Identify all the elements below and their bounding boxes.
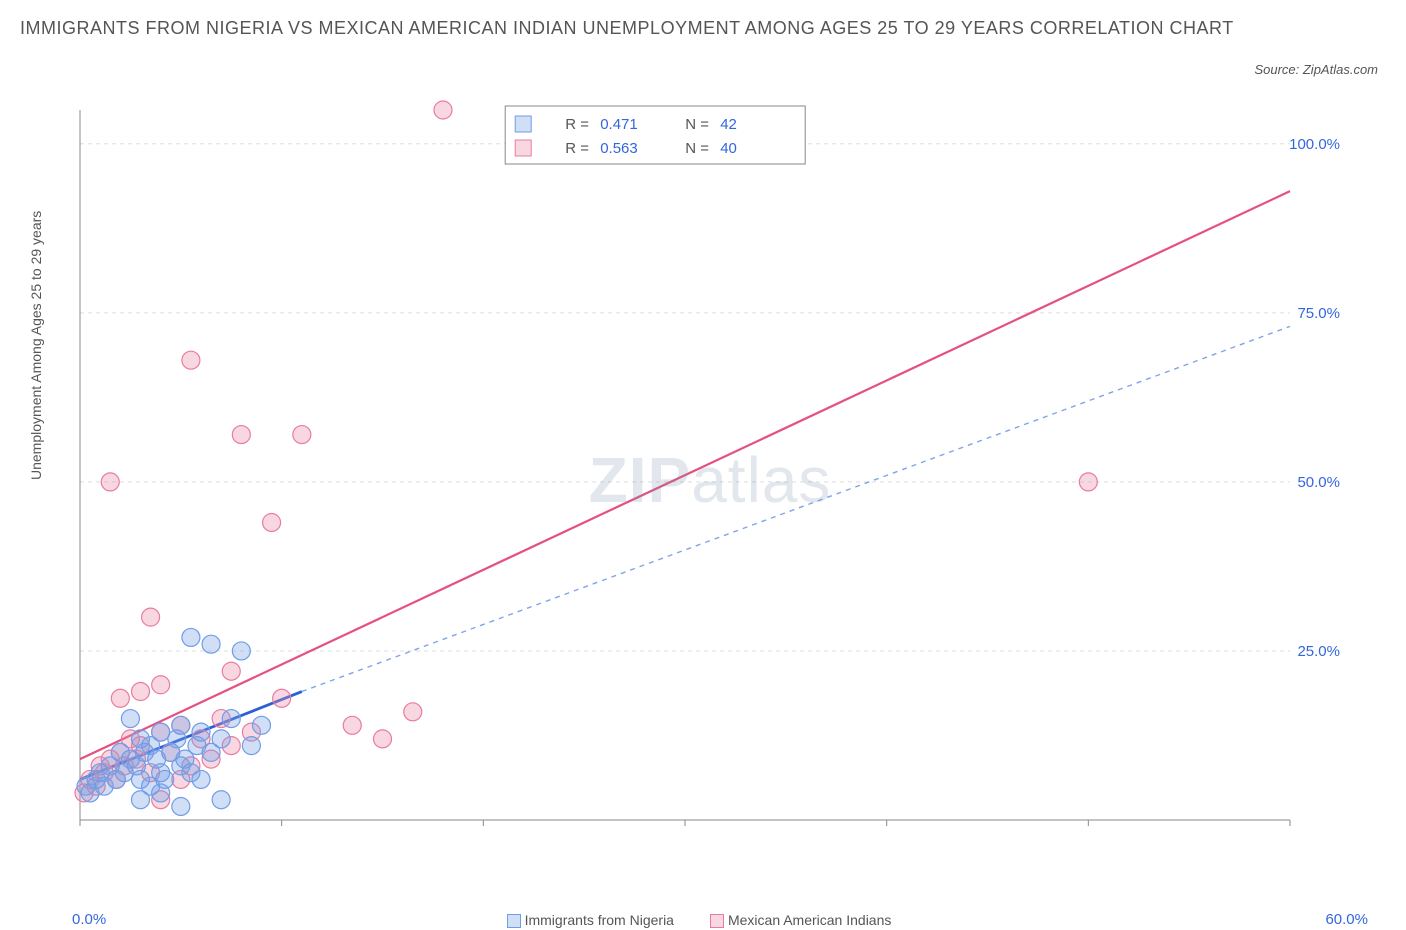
plot-area: 25.0% 50.0% 75.0% 100.0% R = 0.471 N = 42 R = 0.5… <box>70 100 1350 860</box>
svg-text:75.0%: 75.0% <box>1297 305 1340 322</box>
bottom-legend: Immigrants from Nigeria Mexican American … <box>0 912 1406 928</box>
y-axis-label: Unemployment Among Ages 25 to 29 years <box>28 211 44 480</box>
svg-text:R =: R = <box>565 140 589 157</box>
legend-label: Immigrants from Nigeria <box>525 912 674 928</box>
chart-container: IMMIGRANTS FROM NIGERIA VS MEXICAN AMERI… <box>0 0 1406 930</box>
legend-swatch <box>507 914 521 928</box>
svg-text:50.0%: 50.0% <box>1297 474 1340 491</box>
legend-swatch <box>710 914 724 928</box>
chart-title: IMMIGRANTS FROM NIGERIA VS MEXICAN AMERI… <box>20 18 1286 39</box>
svg-text:N =: N = <box>685 116 709 133</box>
svg-text:N =: N = <box>685 140 709 157</box>
svg-text:42: 42 <box>720 116 737 133</box>
svg-text:0.471: 0.471 <box>600 116 638 133</box>
legend-label: Mexican American Indians <box>728 912 891 928</box>
svg-text:100.0%: 100.0% <box>1289 136 1340 153</box>
svg-text:40: 40 <box>720 140 737 157</box>
svg-text:R =: R = <box>565 116 589 133</box>
scatter-plot: 25.0% 50.0% 75.0% 100.0% R = 0.471 N = 42 R = 0.5… <box>70 100 1350 860</box>
svg-text:25.0%: 25.0% <box>1297 643 1340 660</box>
source-attribution: Source: ZipAtlas.com <box>1254 62 1378 77</box>
svg-text:0.563: 0.563 <box>600 140 638 157</box>
